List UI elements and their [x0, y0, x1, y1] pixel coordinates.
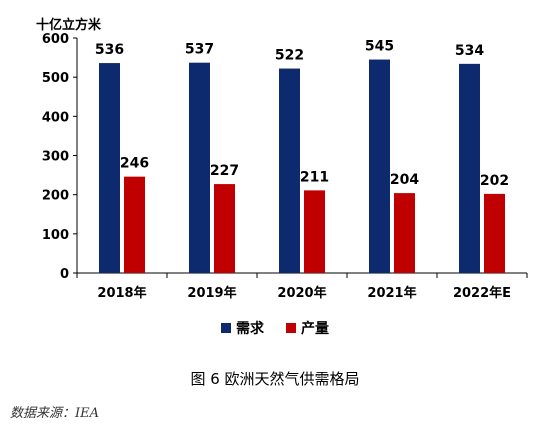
bars [99, 59, 505, 273]
y-tick-label: 600 [42, 32, 69, 47]
x-tick-label: 2018年 [97, 285, 146, 301]
bar-production [214, 184, 235, 273]
data-label: 202 [480, 173, 509, 189]
bar-production [124, 176, 145, 273]
data-label: 227 [210, 163, 239, 179]
legend-swatch-production [286, 323, 296, 333]
y-tick-label: 300 [42, 150, 69, 165]
x-tick-label: 2021年 [367, 285, 416, 301]
bar-production [394, 193, 415, 273]
x-tick-label: 2019年 [187, 285, 236, 301]
legend-label-demand: 需求 [236, 321, 264, 337]
legend-item-demand: 需求 [221, 318, 264, 338]
x-tick-label: 2022年E [453, 285, 511, 301]
y-tick-label: 500 [42, 71, 69, 86]
data-label: 204 [390, 172, 419, 188]
bar-demand [99, 63, 120, 273]
bar-production [484, 193, 505, 273]
data-label: 537 [185, 42, 214, 58]
data-label: 534 [455, 43, 484, 59]
y-tick-label: 400 [42, 110, 69, 125]
bar-production [304, 190, 325, 273]
x-axis: 2018年 2019年 2020年 2021年 2022年E [76, 272, 528, 301]
bar-demand [459, 63, 480, 273]
bar-chart: 0 100 200 300 400 500 600 2018年 2019年 2020年 2021年… [42, 32, 528, 301]
bar-demand [189, 62, 210, 273]
bar-demand [369, 59, 390, 273]
x-tick-label: 2020年 [277, 285, 326, 301]
data-label: 211 [300, 169, 329, 185]
y-tick-label: 0 [60, 267, 69, 282]
source-note: 数据来源：IEA [10, 406, 100, 421]
y-tick-label: 100 [42, 228, 69, 243]
figure-caption: 图 6 欧洲天然气供需格局 [190, 370, 360, 388]
data-label: 545 [365, 39, 394, 55]
legend-swatch-demand [221, 323, 231, 333]
data-labels: 536 537 522 545 534 246 227 211 204 202 [95, 39, 509, 189]
legend: 需求 产量 [0, 318, 550, 338]
data-label: 522 [275, 48, 304, 64]
y-axis: 0 100 200 300 400 500 600 [42, 32, 78, 282]
y-tick-label: 200 [42, 189, 69, 204]
bar-demand [279, 68, 300, 273]
data-label: 536 [95, 42, 124, 58]
data-label: 246 [120, 156, 149, 172]
y-axis-unit-label: 十亿立方米 [36, 18, 102, 33]
legend-label-production: 产量 [301, 321, 329, 337]
legend-item-production: 产量 [286, 318, 329, 338]
